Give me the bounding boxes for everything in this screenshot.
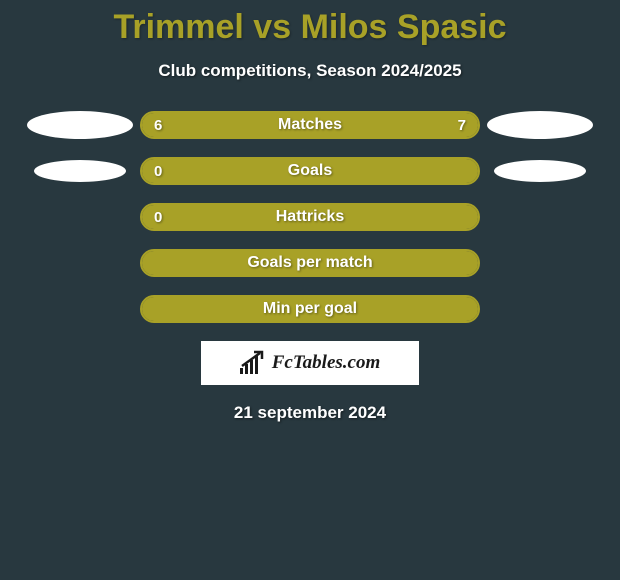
date-text: 21 september 2024: [0, 403, 620, 423]
player-marker-right: [487, 111, 593, 139]
stat-label: Goals: [142, 159, 478, 183]
stat-row: Min per goal: [0, 295, 620, 323]
stat-bar: 67Matches: [140, 111, 480, 139]
stat-bar: Min per goal: [140, 295, 480, 323]
player-marker-left: [27, 111, 133, 139]
player-marker-right: [494, 160, 586, 182]
logo-arrow-icon: [240, 350, 268, 372]
stat-bar: 0Hattricks: [140, 203, 480, 231]
right-ellipse-col: [480, 111, 600, 139]
stat-bar: 0Goals: [140, 157, 480, 185]
stat-row: Goals per match: [0, 249, 620, 277]
left-ellipse-col: [20, 160, 140, 182]
stat-label: Min per goal: [142, 297, 478, 321]
stat-bar: Goals per match: [140, 249, 480, 277]
player-marker-left: [34, 160, 126, 182]
logo-text: FcTables.com: [272, 352, 381, 374]
stat-row: 0Hattricks: [0, 203, 620, 231]
page-title: Trimmel vs Milos Spasic: [0, 0, 620, 47]
right-ellipse-col: [480, 160, 600, 182]
subtitle: Club competitions, Season 2024/2025: [0, 61, 620, 81]
stat-row: 0Goals: [0, 157, 620, 185]
stat-label: Goals per match: [142, 251, 478, 275]
left-ellipse-col: [20, 111, 140, 139]
logo: FcTables.com: [240, 352, 381, 374]
stat-label: Hattricks: [142, 205, 478, 229]
stats-container: 67Matches 0Goals 0Hattricks Goals per match…: [0, 111, 620, 323]
stat-label: Matches: [142, 113, 478, 137]
stat-row: 67Matches: [0, 111, 620, 139]
logo-box: FcTables.com: [201, 341, 419, 385]
